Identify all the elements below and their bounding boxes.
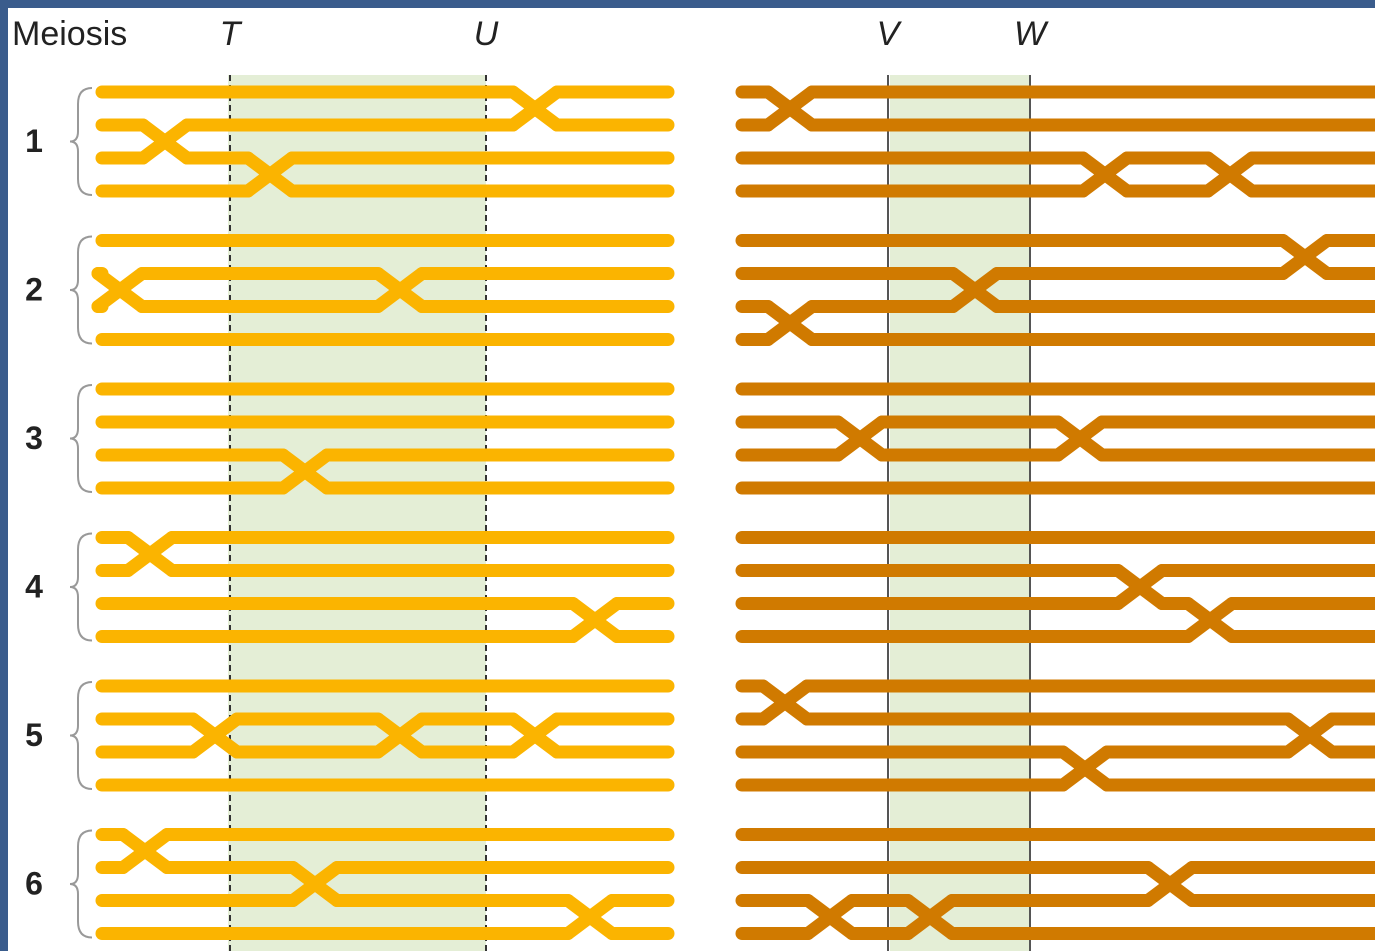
meiosis-label: 4 bbox=[25, 568, 43, 604]
diagram: Meiosis T U V W 1 2 3 4 5 6 bbox=[0, 0, 1375, 951]
panel-background bbox=[8, 8, 1375, 951]
marker-label: W bbox=[1014, 15, 1049, 53]
meiosis-label: 6 bbox=[25, 865, 43, 901]
marker-label: U bbox=[474, 15, 499, 53]
meiosis-label: 2 bbox=[25, 271, 43, 307]
shaded-interval bbox=[228, 75, 486, 951]
meiosis-label: 5 bbox=[25, 717, 43, 753]
meiosis-label: 3 bbox=[25, 420, 43, 456]
meiosis-label: 1 bbox=[25, 123, 43, 159]
shaded-interval bbox=[890, 75, 1030, 951]
title: Meiosis bbox=[12, 15, 127, 53]
marker-label: V bbox=[877, 15, 903, 53]
page: Meiosis TUVW123456 (() => { const data =… bbox=[0, 0, 1375, 951]
marker-label: T bbox=[220, 15, 243, 53]
